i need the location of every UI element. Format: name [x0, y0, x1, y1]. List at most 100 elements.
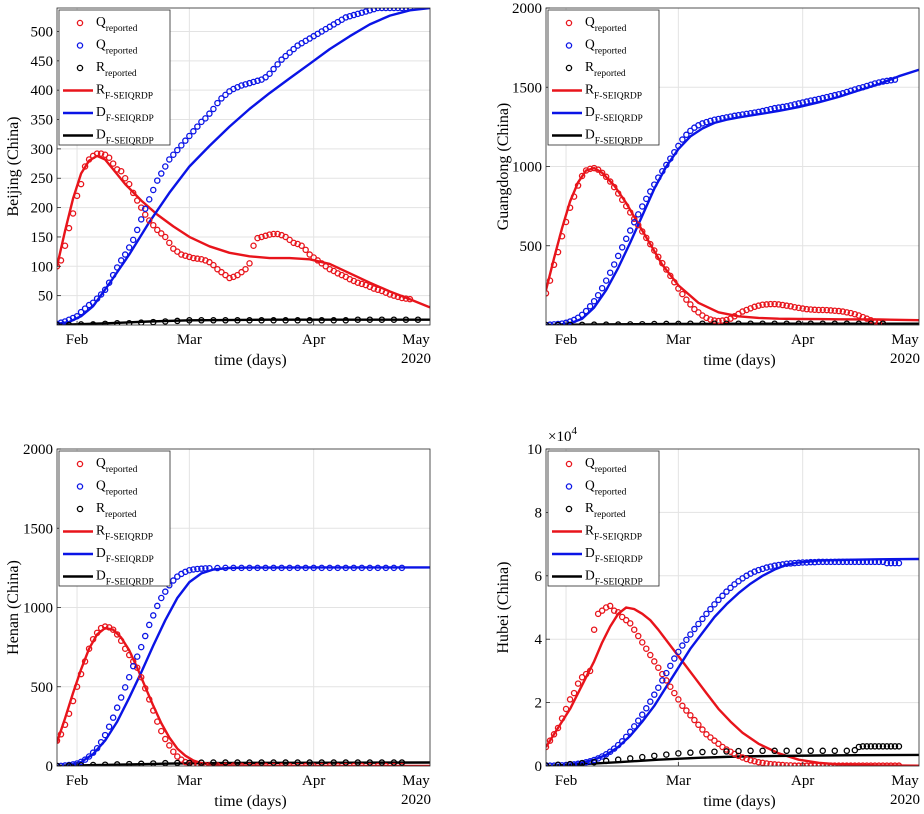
data-point [871, 558, 879, 566]
data-point [671, 278, 678, 286]
data-point [851, 746, 859, 754]
data-point [614, 609, 622, 616]
data-point [117, 167, 125, 175]
data-point [651, 181, 658, 188]
legend-marker [565, 505, 573, 513]
x-axis-label: time (days) [703, 793, 775, 810]
data-point [843, 747, 851, 755]
data-point [879, 320, 887, 325]
data-point [234, 271, 241, 279]
data-point [290, 239, 297, 247]
data-point [843, 320, 851, 325]
data-point [594, 166, 602, 173]
data-point [687, 712, 694, 719]
data-point [137, 760, 145, 766]
data-point [727, 584, 734, 592]
data-point [803, 305, 810, 313]
data-point [210, 317, 217, 324]
data-point [354, 279, 362, 286]
data-point [402, 295, 410, 302]
y-tick-label: 150 [31, 230, 54, 246]
data-point [727, 113, 734, 120]
data-point [819, 94, 826, 102]
data-point [89, 635, 97, 643]
data-point [667, 272, 674, 280]
data-point [378, 316, 386, 323]
data-point [859, 743, 867, 750]
data-point [150, 707, 157, 714]
data-point [234, 317, 241, 324]
data-point [282, 233, 289, 241]
data-point [647, 698, 654, 705]
data-point [815, 95, 822, 103]
data-point [65, 224, 73, 232]
data-point [326, 564, 333, 572]
data-point [117, 257, 125, 264]
data-point [683, 296, 690, 303]
data-point [843, 558, 851, 566]
data-point [582, 758, 590, 766]
legend: QreportedQreportedRreportedRF-SEIQRDPDF-… [547, 450, 660, 588]
data-point [162, 735, 169, 743]
data-point [827, 92, 835, 100]
data-point [162, 163, 169, 170]
data-point [190, 254, 197, 262]
data-point [751, 109, 758, 116]
data-point [113, 319, 121, 325]
data-point [574, 680, 582, 687]
data-point [703, 731, 710, 738]
data-point [258, 233, 265, 241]
data-point [759, 565, 766, 573]
y-tick-label: 250 [31, 171, 54, 187]
data-point [374, 8, 382, 12]
data-point [302, 564, 309, 572]
data-point [85, 645, 93, 652]
data-point [182, 137, 189, 144]
data-point [803, 98, 810, 105]
data-point [310, 564, 317, 572]
data-point [659, 670, 666, 678]
data-point [602, 173, 610, 181]
data-point [891, 559, 899, 567]
x-tick-label: Mar [666, 773, 691, 789]
y-tick-label: 2000 [512, 1, 542, 17]
data-point [113, 264, 121, 271]
data-point [715, 596, 722, 604]
data-point [671, 655, 678, 662]
data-point [687, 301, 694, 308]
y-tick-label: 400 [31, 83, 54, 99]
data-point [598, 284, 606, 292]
data-point [378, 8, 386, 12]
data-point [887, 743, 895, 750]
data-point [73, 683, 81, 691]
data-point [246, 317, 253, 324]
data-point [141, 211, 149, 218]
data-point [791, 303, 798, 311]
data-point [679, 136, 686, 143]
axes-box [56, 7, 431, 326]
data-point [831, 320, 839, 325]
data-point [647, 651, 654, 659]
data-point [602, 277, 610, 284]
data-point [278, 56, 285, 63]
data-point [771, 320, 778, 325]
data-point [839, 90, 847, 97]
data-point [194, 123, 201, 130]
data-point [346, 12, 354, 20]
x-tick-label: Mar [666, 332, 691, 348]
data-point [711, 601, 718, 608]
data-point [113, 761, 121, 766]
data-point [578, 673, 586, 681]
data-point [270, 564, 277, 572]
data-point [699, 726, 706, 733]
data-point [582, 307, 590, 315]
data-point [366, 8, 374, 14]
data-point [294, 564, 301, 572]
data-point [735, 111, 742, 119]
data-point [723, 316, 730, 324]
data-point [570, 761, 578, 766]
data-point [101, 761, 109, 766]
data-point [109, 160, 117, 167]
data-point [334, 564, 342, 572]
data-point [125, 180, 133, 188]
